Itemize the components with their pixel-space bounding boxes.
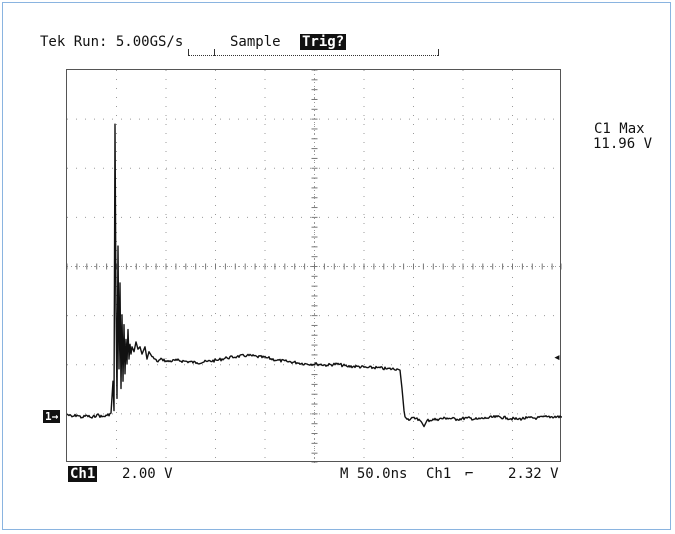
acquisition-mode: Sample (230, 34, 281, 50)
channel-ground-marker: 1→ (43, 410, 61, 423)
oscilloscope-screen (66, 69, 562, 463)
channel-marker-label: 1 (45, 410, 52, 423)
measurement-value: 11.96 V (593, 136, 653, 152)
trigger-level-arrow-icon: ◂ (553, 350, 561, 365)
measurement-name: C1 Max (594, 121, 645, 137)
rising-edge-icon: ⌐ (465, 466, 474, 482)
timebase-label: M 50.0ns (340, 466, 408, 482)
trigger-source: Ch1 (426, 466, 452, 482)
window-frame (2, 2, 671, 530)
channel-scale: 2.00 V (122, 466, 173, 482)
run-status: Tek Run: 5.00GS/s (40, 34, 184, 50)
waveform-trace (67, 123, 562, 428)
marker-arrow-icon: → (51, 410, 59, 423)
channel-badge: Ch1 (68, 466, 98, 482)
waveform-display (67, 70, 562, 463)
trigger-status-badge: Trig? (300, 34, 347, 50)
trigger-level: 2.32 V (508, 466, 559, 482)
